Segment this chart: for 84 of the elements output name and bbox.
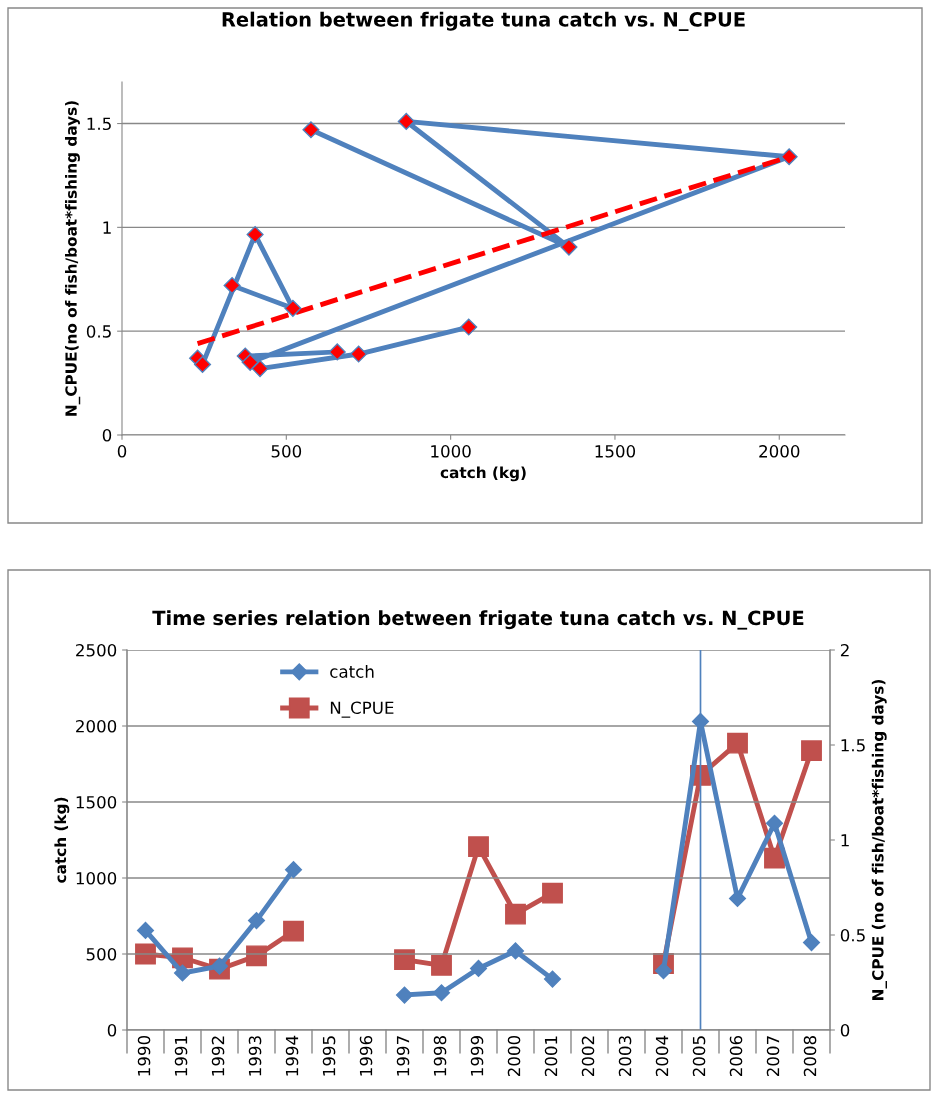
x-tick-label: 500 — [271, 445, 302, 458]
point — [223, 276, 241, 295]
point — [728, 889, 747, 908]
chart-title: Time series relation between frigate tuna catch vs. N_CPUE — [152, 610, 804, 630]
y-tick-label: 1 — [103, 221, 111, 234]
y-axis-title: N_CPUE(no of fish/boat*fishing days) — [65, 101, 81, 416]
x-tick-label: 2005 — [692, 1036, 706, 1077]
point — [468, 836, 489, 858]
y-tick-label: 500 — [86, 947, 117, 961]
x-tick-label: 1998 — [433, 1036, 447, 1076]
point — [801, 740, 822, 762]
y-axis-title: catch (kg) — [54, 797, 70, 883]
x-tick-label: 1996 — [359, 1035, 373, 1076]
x-tick-label: 2004 — [655, 1035, 669, 1077]
point — [241, 353, 259, 371]
y-tick-label: 1500 — [76, 795, 117, 809]
point — [506, 942, 525, 960]
point — [691, 712, 710, 730]
x-tick-label: 0 — [117, 445, 127, 458]
point — [302, 121, 320, 139]
y2-tick-label: 1.5 — [841, 739, 865, 752]
point — [247, 912, 266, 930]
y2-tick-label: 1 — [841, 834, 849, 847]
point — [397, 112, 415, 131]
x-axis-title: catch (kg) — [440, 466, 526, 482]
x-tick-label: 2007 — [766, 1036, 780, 1077]
x-tick-label: 2006 — [729, 1035, 743, 1077]
point — [210, 957, 229, 975]
x-tick-label: 2002 — [581, 1036, 595, 1077]
point — [765, 814, 784, 832]
point — [780, 148, 798, 166]
point — [328, 343, 346, 361]
point — [251, 360, 269, 378]
legend-label: N_CPUE — [330, 701, 394, 718]
x-tick-label: 2001 — [544, 1036, 558, 1077]
point — [350, 345, 368, 363]
point — [136, 921, 155, 939]
point — [654, 962, 673, 980]
point — [560, 238, 578, 256]
x-tick-label: 2000 — [759, 445, 800, 458]
y-tick-label: 2500 — [76, 643, 117, 657]
point — [246, 945, 267, 967]
y-tick-label: 0 — [102, 428, 112, 442]
point — [394, 949, 415, 971]
point — [432, 984, 451, 1002]
point — [193, 355, 212, 373]
x-tick-label: 1990 — [137, 1035, 151, 1076]
x-tick-label: 1991 — [174, 1036, 188, 1076]
point — [802, 934, 821, 952]
y-tick-label: 0.5 — [86, 325, 111, 338]
point — [505, 903, 526, 925]
chart-title: Relation between frigate tuna catch vs. N_CPUE — [222, 11, 745, 32]
point — [395, 986, 414, 1004]
point — [284, 861, 303, 879]
point — [246, 226, 264, 244]
point — [469, 959, 488, 977]
x-tick-label: 2008 — [803, 1036, 817, 1077]
point — [460, 318, 478, 336]
y2-tick-label: 0 — [840, 1023, 850, 1037]
point — [283, 920, 304, 942]
x-tick-label: 1000 — [431, 445, 471, 458]
point — [284, 299, 302, 317]
x-tick-label: 1994 — [285, 1035, 299, 1076]
y-tick-label: 1.5 — [87, 117, 111, 131]
point — [431, 954, 452, 976]
x-tick-label: 2003 — [618, 1036, 632, 1077]
legend-label: catch — [330, 665, 374, 678]
x-tick-label: 1999 — [470, 1036, 484, 1076]
y2-tick-label: 2 — [840, 643, 849, 657]
y2-axis-title: N_CPUE (no of fish/boat*fishing days) — [871, 680, 887, 1000]
point — [727, 732, 748, 754]
point — [173, 964, 192, 982]
y-tick-label: 0 — [107, 1023, 117, 1037]
x-tick-label: 1993 — [248, 1036, 262, 1076]
y-tick-label: 1000 — [76, 871, 117, 885]
y2-tick-label: 0.5 — [840, 928, 865, 942]
y-tick-label: 2000 — [76, 719, 117, 733]
x-tick-label: 2000 — [507, 1035, 521, 1077]
x-tick-label: 1992 — [211, 1036, 225, 1076]
x-tick-label: 1995 — [322, 1036, 336, 1076]
x-tick-label: 1997 — [396, 1036, 410, 1076]
point — [543, 970, 562, 988]
point — [542, 882, 563, 904]
x-tick-label: 1500 — [595, 445, 636, 458]
